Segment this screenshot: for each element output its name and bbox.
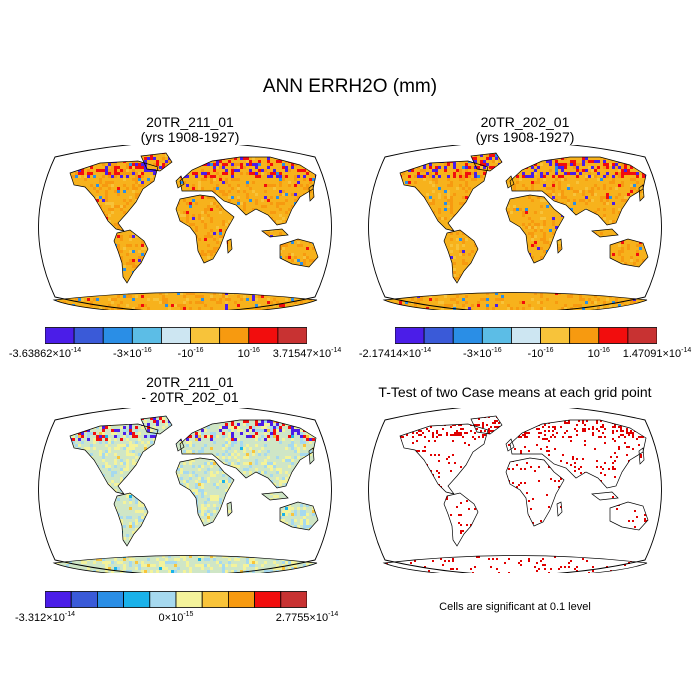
panel-2-title-line2: (yrs 1908-1927) bbox=[475, 129, 575, 145]
colorbar-swatch bbox=[227, 591, 255, 608]
figure-title: ANN ERRH2O (mm) bbox=[262, 76, 438, 97]
colorbar-swatch bbox=[277, 327, 307, 344]
panel-1-title: 20TR_211_01 (yrs 1908-1927) bbox=[40, 115, 340, 145]
colorbar-tick-label: 1.47091×10-14 bbox=[622, 347, 692, 360]
colorbar-swatch bbox=[175, 591, 203, 608]
map-border bbox=[38, 408, 332, 573]
colorbar-swatch bbox=[70, 591, 98, 608]
panel-1-title-line1: 20TR_211_01 bbox=[146, 114, 234, 130]
colorbar-swatch bbox=[161, 327, 191, 344]
colorbar-swatch bbox=[452, 327, 483, 344]
colorbar-swatch bbox=[219, 327, 250, 344]
panel-1-colorbar bbox=[45, 327, 307, 344]
colorbar-swatch bbox=[201, 591, 229, 608]
colorbar-swatch bbox=[190, 327, 221, 344]
panel-2-title: 20TR_202_01 (yrs 1908-1927) bbox=[375, 115, 675, 145]
colorbar-swatch bbox=[248, 327, 279, 344]
panel-2-colorbar bbox=[395, 327, 657, 344]
panel-2-map bbox=[368, 145, 662, 310]
map-border bbox=[368, 408, 662, 573]
land-field bbox=[384, 416, 648, 573]
colorbar-tick-label: 2.7755×10-14 bbox=[275, 611, 339, 624]
colorbar-tick-label: 10-16 bbox=[237, 347, 260, 360]
panel-3-title-line2: - 20TR_202_01 bbox=[141, 389, 239, 405]
panel-3-title-line1: 20TR_211_01 bbox=[146, 374, 234, 390]
coastlines bbox=[52, 415, 319, 573]
coastlines bbox=[52, 152, 319, 310]
colorbar-tick-label: 10-16 bbox=[587, 347, 610, 360]
colorbar-swatch bbox=[598, 327, 629, 344]
panel-3-map bbox=[38, 408, 332, 573]
colorbar-tick-label: -3×10-16 bbox=[463, 347, 502, 360]
panel-3-colorbar bbox=[45, 591, 307, 608]
colorbar-swatch bbox=[149, 591, 177, 608]
land-field bbox=[54, 153, 318, 310]
colorbar-tick-label: -2.17414×10-14 bbox=[358, 347, 432, 360]
panel-3-title: 20TR_211_01 - 20TR_202_01 bbox=[40, 375, 340, 405]
panel-4-map bbox=[368, 408, 662, 573]
panel-1-title-line2: (yrs 1908-1927) bbox=[140, 129, 240, 145]
colorbar-tick-label: -3.312×10-14 bbox=[15, 611, 75, 624]
colorbar-swatch bbox=[97, 591, 125, 608]
colorbar-swatch bbox=[423, 327, 454, 344]
colorbar-swatch bbox=[395, 327, 425, 344]
colorbar-swatch bbox=[627, 327, 657, 344]
panel-1-colorbar-labels: -3.63862×10-14 -3×10-16 -10-16 10-16 3.71547… bbox=[9, 347, 341, 361]
colorbar-tick-label: -3×10-16 bbox=[113, 347, 152, 360]
colorbar-swatch bbox=[280, 591, 307, 608]
colorbar-tick-label: -10-16 bbox=[527, 347, 554, 360]
colorbar-tick-label: -10-16 bbox=[177, 347, 204, 360]
panel-2-colorbar-labels: -2.17414×10-14 -3×10-16 -10-16 10-16 1.47091… bbox=[359, 347, 691, 361]
colorbar-swatch bbox=[481, 327, 512, 344]
colorbar-swatch bbox=[511, 327, 541, 344]
coastlines bbox=[382, 152, 649, 310]
panel-3-colorbar-labels: -3.312×10-14 0×10-15 2.7755×10-14 bbox=[15, 611, 338, 625]
land-field bbox=[384, 153, 648, 310]
map-border bbox=[38, 145, 332, 310]
panel-1-map bbox=[38, 145, 332, 310]
land-field bbox=[54, 416, 318, 573]
colorbar-tick-label: 0×10-15 bbox=[158, 611, 194, 624]
colorbar-tick-label: 3.71547×10-14 bbox=[272, 347, 342, 360]
coastlines bbox=[382, 415, 649, 573]
colorbar-swatch bbox=[45, 591, 72, 608]
colorbar-swatch bbox=[254, 591, 282, 608]
significance-note: Cells are significant at 0.1 level bbox=[439, 601, 591, 613]
colorbar-swatch bbox=[131, 327, 162, 344]
colorbar-tick-label: -3.63862×10-14 bbox=[8, 347, 82, 360]
map-border bbox=[368, 145, 662, 310]
colorbar-swatch bbox=[102, 327, 133, 344]
colorbar-swatch bbox=[45, 327, 75, 344]
colorbar-swatch bbox=[569, 327, 600, 344]
panel-4-title: T-Test of two Case means at each grid po… bbox=[378, 384, 652, 400]
colorbar-swatch bbox=[73, 327, 104, 344]
panel-2-title-line1: 20TR_202_01 bbox=[480, 114, 570, 130]
colorbar-swatch bbox=[540, 327, 571, 344]
colorbar-swatch bbox=[123, 591, 151, 608]
